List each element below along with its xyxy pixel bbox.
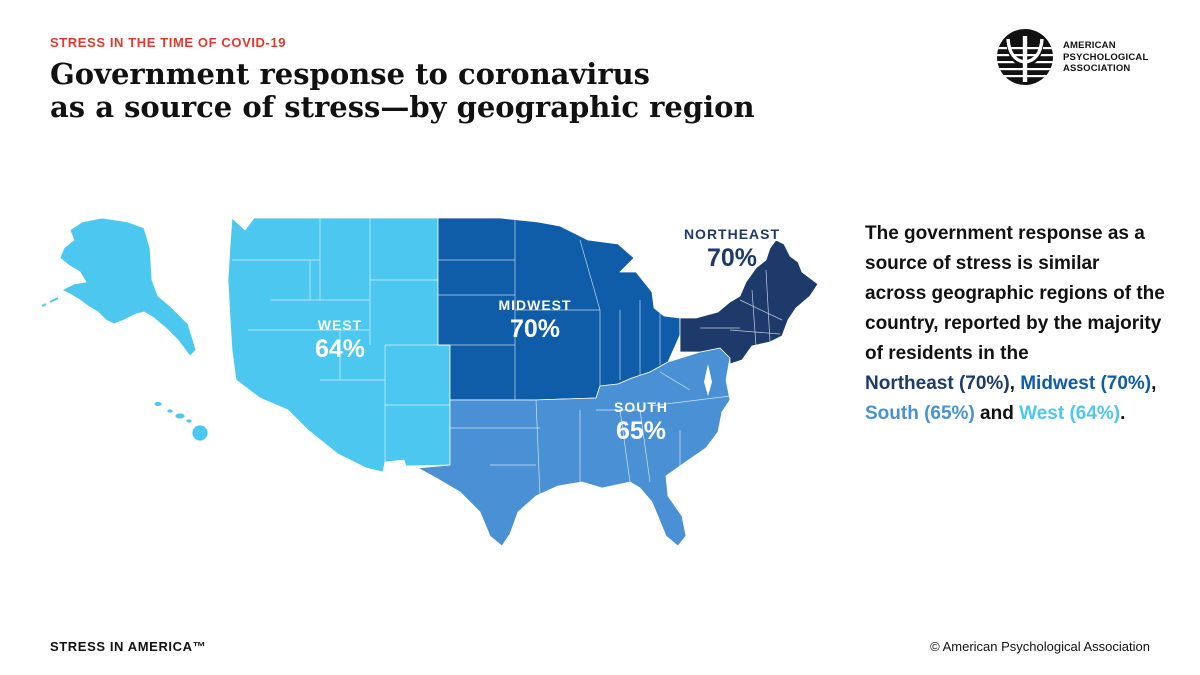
south-shape [417,347,731,547]
midwest-name: MIDWEST [498,297,572,313]
sep-2: , [1151,373,1157,394]
title-line-2: as a source of stress—by geographic regi… [50,90,755,124]
sep-1: , [1009,373,1021,394]
hawaii-shape [153,401,209,442]
footer-copyright: © American Psychological Association [930,639,1150,654]
south-highlight: South (65%) [865,403,975,424]
west-highlight: West (64%) [1019,403,1121,424]
description-end: . [1120,403,1126,424]
south-value: 65% [615,417,667,445]
psi-logo-icon [997,29,1053,85]
us-region-map [41,217,819,547]
midwest-highlight: Midwest (70%) [1020,373,1152,394]
description: The government response as a source of s… [865,219,1165,429]
northeast-shape [679,239,819,365]
logo-line-1: AMERICAN [1063,40,1116,51]
west-label: WEST 64% [302,317,378,364]
kicker: STRESS IN THE TIME OF COVID-19 [50,35,287,50]
west-name: WEST [317,317,363,333]
alaska-shape [59,217,197,357]
midwest-label: MIDWEST 70% [478,297,592,344]
footer-brand: STRESS IN AMERICA™ [50,639,207,654]
apa-logo: AMERICAN PSYCHOLOGICAL ASSOCIATION [996,28,1156,86]
northeast-name: NORTHEAST [683,226,781,242]
aleutian-islands [41,297,59,307]
logo-text: AMERICAN PSYCHOLOGICAL ASSOCIATION [1063,40,1148,75]
northeast-value: 70% [706,244,758,272]
state-borders [232,218,783,497]
logo-line-2: PSYCHOLOGICAL [1063,51,1149,63]
region-northeast [679,239,819,365]
title-line-1: Government response to coronavirus [50,57,651,91]
logo-line-3: ASSOCIATION [1063,63,1131,74]
region-west [41,217,451,473]
northeast-label: NORTHEAST 70% [672,226,792,273]
chesapeake-bay [704,364,712,396]
northeast-highlight: Northeast (70%) [865,373,1010,394]
description-intro: The government response as a source of s… [865,223,1165,364]
south-label: SOUTH 65% [596,399,686,446]
region-south [417,347,731,547]
midwest-value: 70% [509,315,561,343]
page-title: Government response to coronavirus as a … [50,58,810,124]
west-value: 64% [314,335,366,363]
south-name: SOUTH [614,399,668,415]
sep-3: and [974,403,1020,424]
